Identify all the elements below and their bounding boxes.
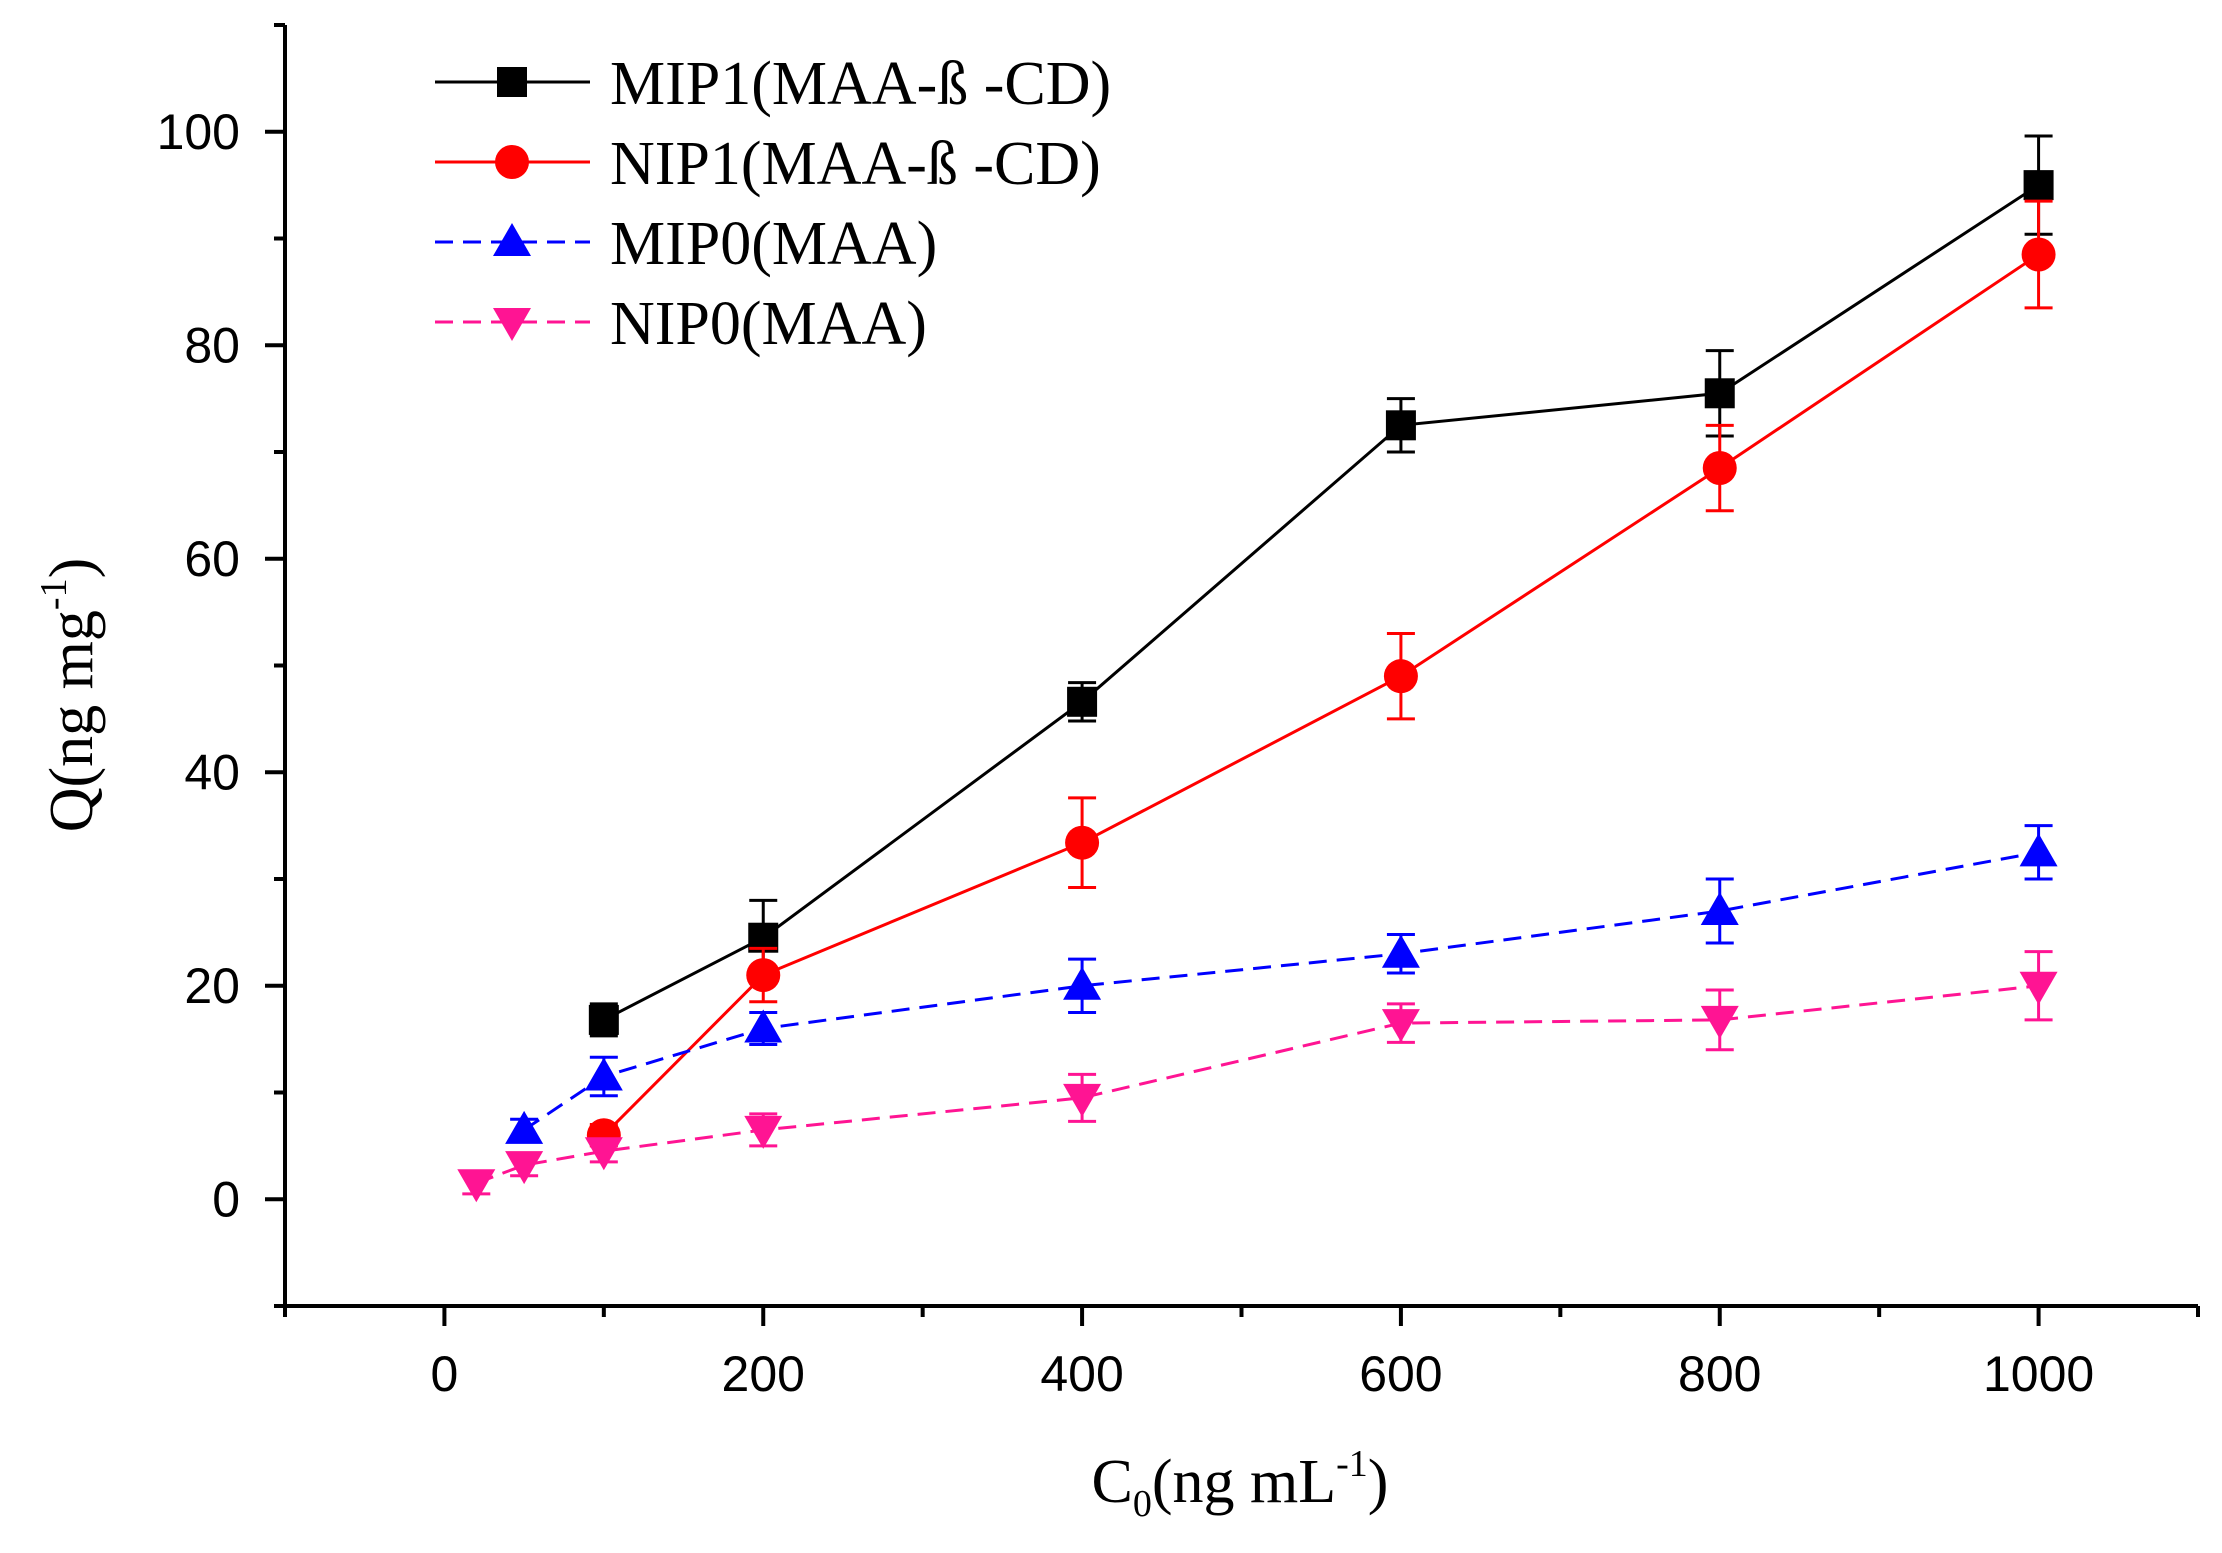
y-tick-label: 0 (212, 1171, 240, 1227)
y-tick-label: 60 (184, 531, 240, 587)
legend-label: MIP1(MAA-ß -CD) (610, 50, 1111, 118)
data-point (1385, 410, 1416, 441)
legend-label: NIP0(MAA) (610, 290, 927, 358)
legend-marker (495, 145, 529, 179)
legend-label: MIP0(MAA) (610, 210, 937, 278)
x-tick-label: 800 (1678, 1346, 1761, 1402)
data-point (1065, 825, 1100, 860)
data-point (505, 1151, 544, 1185)
data-point (1067, 686, 1098, 717)
x-axis-title-sub: 0 (1133, 1483, 1152, 1525)
data-point (2019, 833, 2058, 867)
y-tick-label: 40 (184, 744, 240, 800)
legend-marker (493, 308, 531, 341)
data-point (1381, 934, 1420, 968)
legend-marker (497, 67, 527, 97)
legend-item-4: NIP0(MAA) (435, 290, 927, 358)
data-point (744, 1009, 783, 1043)
data-point (1383, 659, 1418, 694)
x-axis-title-main: C (1092, 1448, 1133, 1516)
data-point (744, 1115, 783, 1149)
x-tick-label: 600 (1359, 1346, 1442, 1402)
axes: 0 200 400 600 800 1000 0 20 40 60 80 100 (157, 23, 2200, 1402)
series-3 (505, 824, 2058, 1144)
data-point (1700, 1005, 1739, 1039)
data-point (1704, 378, 1735, 409)
y-tick-label: 80 (184, 317, 240, 373)
x-tick-label: 200 (722, 1346, 805, 1402)
series-line (523, 850, 2039, 1132)
data-point (1063, 1083, 1102, 1117)
series-line (603, 183, 2040, 1022)
data-point (584, 1137, 623, 1171)
series-4 (457, 950, 2058, 1203)
x-axis-title-unit: (ng mL (1152, 1448, 1336, 1516)
legend-item-3: MIP0(MAA) (435, 210, 937, 278)
legend-item-2: NIP1(MAA-ß -CD) (435, 130, 1101, 198)
x-axis-title: C0(ng mL-1) (1092, 1443, 1389, 1525)
legend-marker (493, 223, 531, 256)
series-line (602, 253, 2040, 1137)
data-point (2021, 237, 2056, 272)
data-point (505, 1110, 544, 1144)
data-point (1063, 966, 1102, 1000)
series-layer (457, 134, 2058, 1203)
y-axis-title-main: Q(ng mg (38, 610, 106, 832)
x-tick-label: 0 (431, 1346, 459, 1402)
data-point (1702, 451, 1737, 486)
legend: MIP1(MAA-ß -CD) NIP1(MAA-ß -CD) MIP0(MAA) N… (435, 50, 1111, 358)
y-tick-label: 20 (184, 958, 240, 1014)
y-tick-label: 100 (157, 104, 240, 160)
x-axis-title-close: ) (1368, 1448, 1389, 1516)
data-point (1381, 1009, 1420, 1043)
x-axis-title-sup: -1 (1336, 1443, 1368, 1485)
data-point (1700, 892, 1739, 926)
data-point (588, 1004, 619, 1035)
data-point (746, 958, 781, 993)
data-point (584, 1057, 623, 1091)
data-point (2019, 971, 2058, 1005)
y-axis-title-close: ) (38, 558, 106, 579)
x-tick-label: 1000 (1983, 1346, 2094, 1402)
y-axis-title: Q(ng mg-1) (33, 558, 106, 832)
data-point (2023, 170, 2054, 201)
y-axis-title-sup: -1 (33, 578, 75, 610)
legend-item-1: MIP1(MAA-ß -CD) (435, 50, 1111, 118)
series-line (475, 984, 2039, 1185)
legend-label: NIP1(MAA-ß -CD) (610, 130, 1101, 198)
data-point (457, 1169, 496, 1203)
x-tick-label: 400 (1040, 1346, 1123, 1402)
